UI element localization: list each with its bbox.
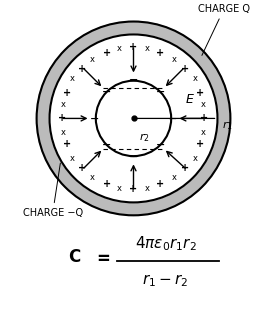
Text: +: + <box>196 139 204 149</box>
Text: −: − <box>129 152 138 162</box>
Text: $r_1$: $r_1$ <box>222 120 233 133</box>
Text: +: + <box>196 88 204 98</box>
Text: $\mathbf{C}$: $\mathbf{C}$ <box>68 248 81 266</box>
Text: −: − <box>102 140 111 150</box>
Text: E: E <box>186 93 193 106</box>
Text: +: + <box>129 42 138 52</box>
Text: +: + <box>103 179 111 189</box>
Text: x: x <box>61 100 66 109</box>
Text: +: + <box>63 139 71 149</box>
Text: +: + <box>156 179 164 189</box>
Text: x: x <box>61 128 66 137</box>
Text: $\mathbf{=}$: $\mathbf{=}$ <box>93 248 110 266</box>
Text: +: + <box>181 163 189 173</box>
Text: x: x <box>192 154 197 163</box>
Text: x: x <box>145 184 150 193</box>
Text: −: − <box>129 75 138 85</box>
Text: +: + <box>78 64 86 74</box>
Text: −: − <box>156 87 165 96</box>
Circle shape <box>37 22 230 215</box>
Text: −: − <box>168 113 177 123</box>
Text: x: x <box>192 74 197 83</box>
Text: x: x <box>70 74 75 83</box>
Text: −: − <box>90 113 99 123</box>
Text: x: x <box>90 173 95 182</box>
Text: CHARGE −Q: CHARGE −Q <box>23 163 83 218</box>
Text: +: + <box>78 163 86 173</box>
Text: x: x <box>117 184 122 193</box>
Text: $4\pi\varepsilon_0 r_1 r_2$: $4\pi\varepsilon_0 r_1 r_2$ <box>135 234 197 253</box>
Text: x: x <box>145 44 150 53</box>
Text: x: x <box>90 55 95 64</box>
Text: +: + <box>63 88 71 98</box>
Text: −: − <box>102 87 111 96</box>
Text: +: + <box>181 64 189 74</box>
Text: +: + <box>156 48 164 58</box>
Text: x: x <box>201 100 206 109</box>
Circle shape <box>49 35 218 203</box>
Text: x: x <box>172 55 177 64</box>
Text: x: x <box>172 173 177 182</box>
Text: −: − <box>156 140 165 150</box>
Text: +: + <box>58 113 66 123</box>
Text: x: x <box>201 128 206 137</box>
Text: x: x <box>117 44 122 53</box>
Text: +: + <box>129 185 138 194</box>
Text: +: + <box>201 113 209 123</box>
Text: $r_1 - r_2$: $r_1 - r_2$ <box>143 272 189 289</box>
Text: $r_2$: $r_2$ <box>139 131 150 144</box>
Text: x: x <box>70 154 75 163</box>
Text: +: + <box>103 48 111 58</box>
Text: CHARGE Q: CHARGE Q <box>198 4 250 55</box>
